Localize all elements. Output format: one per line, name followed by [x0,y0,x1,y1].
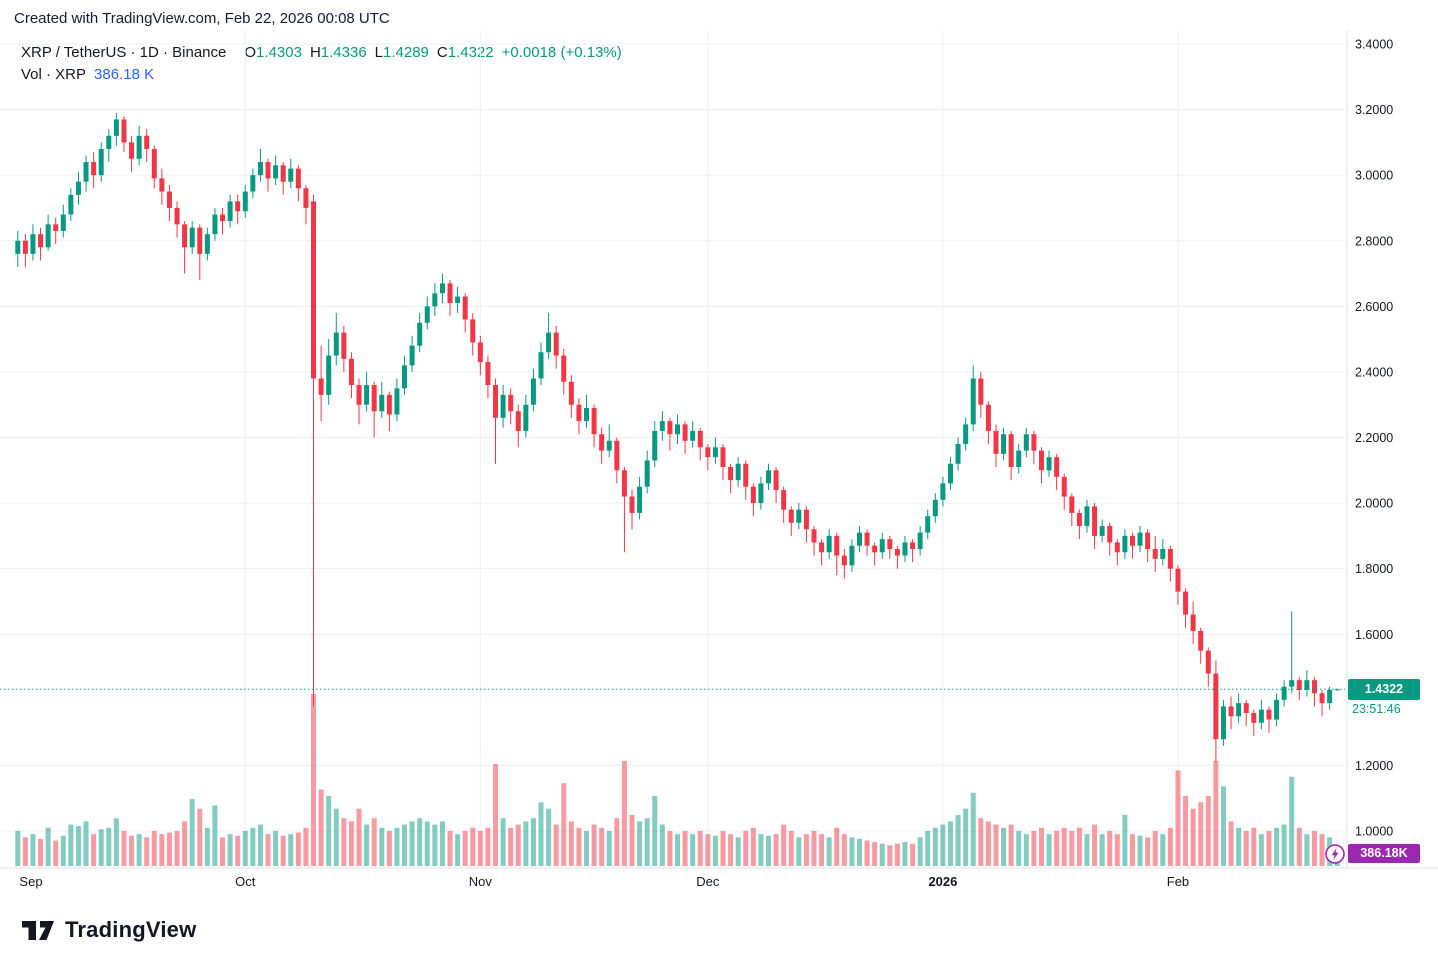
attribution-text: Created with TradingView.com, Feb 22, 20… [14,10,390,27]
volume-badge-row: 386.18K [1324,843,1420,865]
symbol-title: XRP / TetherUS · 1D · Binance [21,44,227,61]
price-axis-label: 3.4000 [1355,38,1393,52]
ohlc-open-key: O [244,44,257,61]
tradingview-logo-icon [22,921,54,940]
ohlc-open-value: 1.4303 [256,44,302,61]
candlestick-series [15,112,1340,763]
axes: 3.4000 3.2000 3.0000 2.8000 2.6000 2.4000 2.20… [0,30,1438,889]
ohlc-close-key: C [436,44,448,61]
price-axis-label: 3.0000 [1355,169,1393,183]
time-axis-label: Oct [235,874,256,889]
price-axis-label: 2.8000 [1355,234,1393,248]
volume-value: 386.18 K [94,66,155,83]
ohlc-low-key: L [374,44,384,61]
tradingview-logo-text: TradingView [65,917,197,942]
price-axis-label: 2.6000 [1355,300,1393,314]
grid-lines [0,30,1345,866]
ohlc-high-value: 1.4336 [320,44,367,61]
ohlc-high-key: H [309,44,321,61]
price-axis-label: 1.6000 [1355,628,1393,642]
ohlc-close-value: 1.4322 [447,44,494,61]
volume-label: Vol · XRP [21,66,87,83]
time-axis-label: Nov [469,874,493,889]
flash-icon[interactable] [1324,843,1346,865]
volume-series [15,694,1340,866]
last-volume-badge: 386.18K [1348,844,1420,864]
price-axis-label: 3.2000 [1355,103,1393,117]
chart-legend[interactable]: XRP / TetherUS · 1D · Binance O1.4303 H1.4… [21,44,622,61]
price-axis-label: 1.8000 [1355,562,1393,576]
price-axis-label: 1.2000 [1355,759,1393,773]
time-axis-label: Feb [1167,874,1189,889]
price-axis-label: 2.0000 [1355,497,1393,511]
tradingview-logo[interactable]: TradingView [20,916,196,944]
time-axis-label: Sep [19,874,42,889]
price-axis-label: 2.4000 [1355,365,1393,379]
ohlc-low-value: 1.4289 [383,44,429,61]
last-price-badge: 1.4322 [1348,678,1420,700]
time-axis-label: 2026 [928,874,957,889]
price-axis-label: 2.2000 [1355,431,1393,445]
volume-legend[interactable]: Vol · XRP 386.18 K [21,66,154,83]
price-axis-label: 1.0000 [1355,825,1393,839]
bar-countdown: 23:51:46 [1352,702,1401,717]
time-axis-label: Dec [696,874,720,889]
change-value: +0.0018 (+0.13%) [501,44,622,61]
